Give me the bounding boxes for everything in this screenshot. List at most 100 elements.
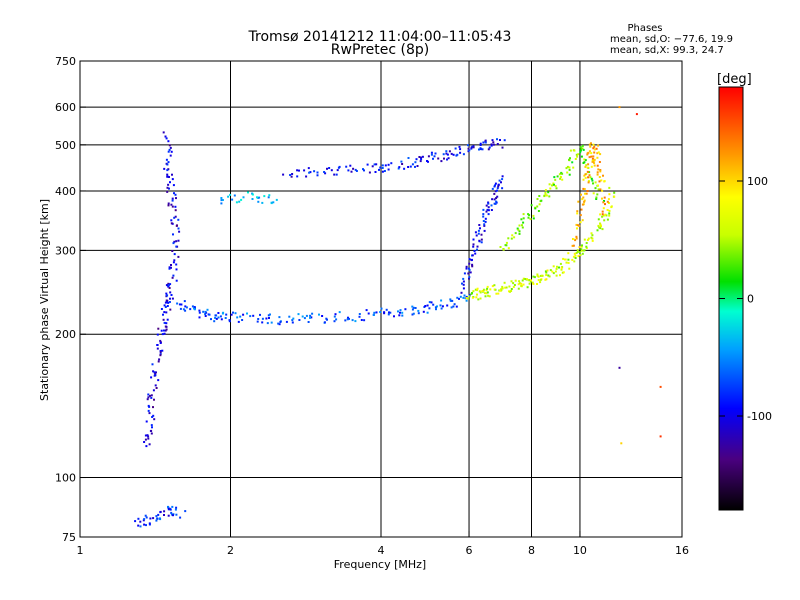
data-point	[466, 297, 469, 300]
data-point	[365, 309, 368, 312]
data-point	[491, 198, 494, 201]
y-tick-label: 400	[55, 185, 76, 198]
data-point	[460, 291, 463, 294]
data-point	[160, 329, 163, 332]
data-point	[137, 517, 140, 520]
data-point	[296, 169, 299, 172]
data-point	[468, 268, 471, 271]
data-point	[490, 144, 493, 147]
data-point	[167, 508, 170, 511]
data-point	[288, 315, 291, 318]
chart-title: Tromsø 20141212 11:04:00–11:05:43	[248, 29, 512, 45]
data-point	[159, 342, 162, 344]
data-point	[165, 137, 168, 140]
data-point	[168, 176, 170, 178]
data-point	[411, 305, 414, 308]
data-point	[147, 393, 150, 396]
data-point	[599, 213, 602, 216]
data-point	[427, 155, 430, 158]
data-point	[358, 315, 361, 318]
data-point	[400, 160, 403, 163]
data-point	[510, 290, 513, 292]
data-point	[583, 199, 586, 202]
data-point	[221, 312, 224, 315]
data-point	[590, 152, 593, 155]
data-point	[517, 228, 520, 231]
data-point	[330, 169, 333, 172]
data-point	[608, 193, 611, 196]
data-point	[567, 258, 570, 261]
data-point	[462, 296, 465, 299]
data-point	[227, 195, 230, 198]
data-point	[587, 163, 590, 166]
data-point	[256, 196, 258, 199]
data-point	[483, 224, 486, 227]
data-point	[151, 416, 154, 418]
data-point	[560, 266, 563, 269]
data-point	[593, 148, 596, 151]
data-point	[586, 170, 589, 173]
data-point	[561, 172, 564, 175]
data-point	[514, 279, 517, 282]
data-point	[493, 284, 496, 287]
data-point	[598, 176, 601, 178]
data-point	[157, 360, 160, 363]
data-point	[574, 239, 577, 242]
data-point	[325, 317, 328, 320]
data-point	[492, 141, 495, 144]
data-point	[496, 195, 499, 198]
data-point	[565, 261, 568, 264]
data-point	[420, 158, 423, 161]
data-point	[179, 307, 182, 310]
data-point	[198, 316, 201, 319]
data-point	[178, 303, 181, 306]
data-point	[228, 320, 231, 323]
data-point	[522, 213, 525, 216]
data-point	[220, 202, 223, 205]
data-point	[575, 153, 578, 156]
data-point	[381, 170, 384, 173]
data-point	[482, 213, 485, 216]
data-point	[530, 279, 532, 282]
y-tick-label: 300	[55, 244, 76, 257]
data-point	[547, 191, 550, 194]
data-point	[171, 199, 174, 202]
data-point	[430, 301, 433, 304]
data-point	[171, 250, 174, 252]
data-point	[599, 223, 602, 226]
data-point	[467, 147, 470, 150]
data-point	[440, 299, 443, 302]
data-point	[555, 187, 558, 190]
data-point	[552, 182, 555, 185]
data-point	[170, 219, 173, 222]
data-point	[450, 306, 453, 309]
data-point	[576, 251, 579, 253]
data-point	[426, 304, 429, 307]
data-point	[553, 176, 556, 179]
data-point	[496, 187, 499, 190]
data-point	[173, 259, 176, 262]
data-point	[297, 313, 300, 316]
data-point	[333, 173, 336, 176]
data-point	[608, 214, 611, 217]
data-point	[591, 159, 594, 162]
data-point	[494, 184, 496, 187]
data-point	[471, 296, 474, 299]
data-point	[521, 224, 523, 227]
data-point	[599, 169, 602, 171]
data-point	[411, 313, 414, 316]
data-point	[581, 244, 583, 247]
data-point	[587, 181, 590, 184]
data-point	[160, 308, 163, 310]
colorbar-tick-label: 100	[747, 175, 768, 188]
data-point	[592, 143, 595, 146]
data-point	[185, 306, 188, 309]
data-point	[390, 162, 393, 165]
data-point	[578, 246, 581, 249]
data-point	[527, 279, 530, 282]
data-point	[604, 203, 606, 206]
data-point	[298, 319, 301, 321]
data-point	[168, 267, 171, 270]
phase-stats-title: Phases	[627, 23, 662, 34]
